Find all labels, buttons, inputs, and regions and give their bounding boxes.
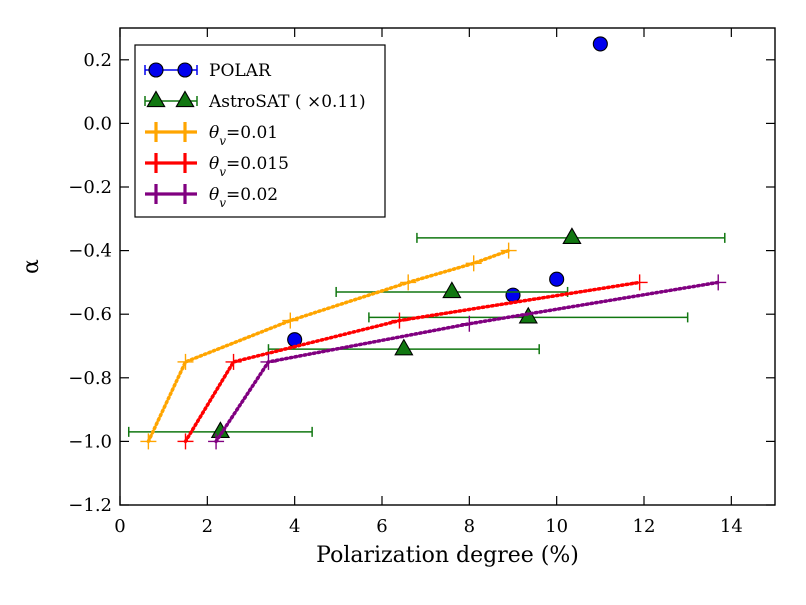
series-1-point-2 xyxy=(442,281,462,299)
legend-item-0-marker-2 xyxy=(177,62,193,78)
y-tick-label-0: −1.2 xyxy=(68,495,112,516)
legend-item-1: AstroSAT ( ×0.11) xyxy=(144,90,366,112)
series-1-point-4 xyxy=(562,227,582,245)
series-0-point-1 xyxy=(505,287,521,303)
series-3-point-3 xyxy=(631,274,648,291)
legend-item-1-marker-2 xyxy=(175,90,195,108)
legend-item-0-marker-1 xyxy=(148,62,164,78)
y-tick-label-4: −0.4 xyxy=(68,241,112,262)
series-4-line xyxy=(214,280,720,444)
x-tick-label-0: 0 xyxy=(114,516,125,537)
x-tick-label-4: 8 xyxy=(464,516,475,537)
legend-item-1-marker-1 xyxy=(146,90,166,108)
series-3-line xyxy=(183,280,642,444)
series-2-line xyxy=(146,248,511,444)
legend-item-0: POLAR xyxy=(144,61,272,81)
legend: POLAR AstroSAT ( ×0.11) θv=0.01 θv=0.015 θv=… xyxy=(134,44,386,218)
legend-item-1-label: AstroSAT ( ×0.11) xyxy=(208,92,366,112)
x-tick-label-1: 2 xyxy=(202,516,213,537)
series-2 xyxy=(140,242,517,450)
legend-item-3-label: θv=0.015 xyxy=(209,154,289,179)
series-2-point-0 xyxy=(140,433,157,450)
series-3 xyxy=(177,274,648,450)
x-tick-label-7: 14 xyxy=(720,516,743,537)
series-0 xyxy=(287,36,608,348)
legend-item-4: θv=0.02 xyxy=(145,184,278,210)
y-tick-label-5: −0.2 xyxy=(68,177,112,198)
legend-item-2: θv=0.01 xyxy=(145,122,278,148)
y-tick-label-7: 0.2 xyxy=(83,50,112,71)
y-axis-label: α xyxy=(19,259,44,274)
series-1-point-1 xyxy=(394,338,414,356)
plot-frame xyxy=(119,27,776,506)
axes: 0 2 4 6 8 10 12 14 −1.2 −1.0 −0.8 −0.6 −0.4 −0.2 0.0 0.… xyxy=(19,27,776,568)
x-tick-label-3: 6 xyxy=(376,516,387,537)
y-tick-label-6: 0.0 xyxy=(83,113,112,134)
x-tick-label-6: 12 xyxy=(633,516,656,537)
series-2-point-5 xyxy=(500,242,517,259)
series-0-point-2 xyxy=(549,271,565,287)
series-4-point-0 xyxy=(208,433,225,450)
x-tick-label-5: 10 xyxy=(545,516,568,537)
series-2-point-4 xyxy=(465,255,482,272)
series-4-point-1 xyxy=(260,353,277,370)
x-tick-label-2: 4 xyxy=(289,516,300,537)
y-tick-label-3: −0.6 xyxy=(68,304,112,325)
series-4 xyxy=(208,274,727,450)
legend-item-3: θv=0.015 xyxy=(145,153,289,179)
legend-item-0-label: POLAR xyxy=(209,61,272,81)
legend-item-2-label: θv=0.01 xyxy=(209,123,278,148)
series-3-point-2 xyxy=(391,312,408,329)
x-axis-label: Polarization degree (%) xyxy=(316,543,579,568)
series-3-point-1 xyxy=(225,353,242,370)
series-2-point-2 xyxy=(282,312,299,329)
series-2-point-1 xyxy=(177,353,194,370)
y-tick-label-2: −0.8 xyxy=(68,368,112,389)
series-3-point-0 xyxy=(177,433,194,450)
series-2-point-3 xyxy=(400,274,417,291)
plot-area xyxy=(127,36,727,450)
legend-item-4-label: θv=0.02 xyxy=(209,185,278,210)
series-4-point-3 xyxy=(710,274,727,291)
y-tick-label-1: −1.0 xyxy=(68,431,112,452)
series-4-point-2 xyxy=(461,315,478,332)
series-0-point-3 xyxy=(592,36,608,52)
